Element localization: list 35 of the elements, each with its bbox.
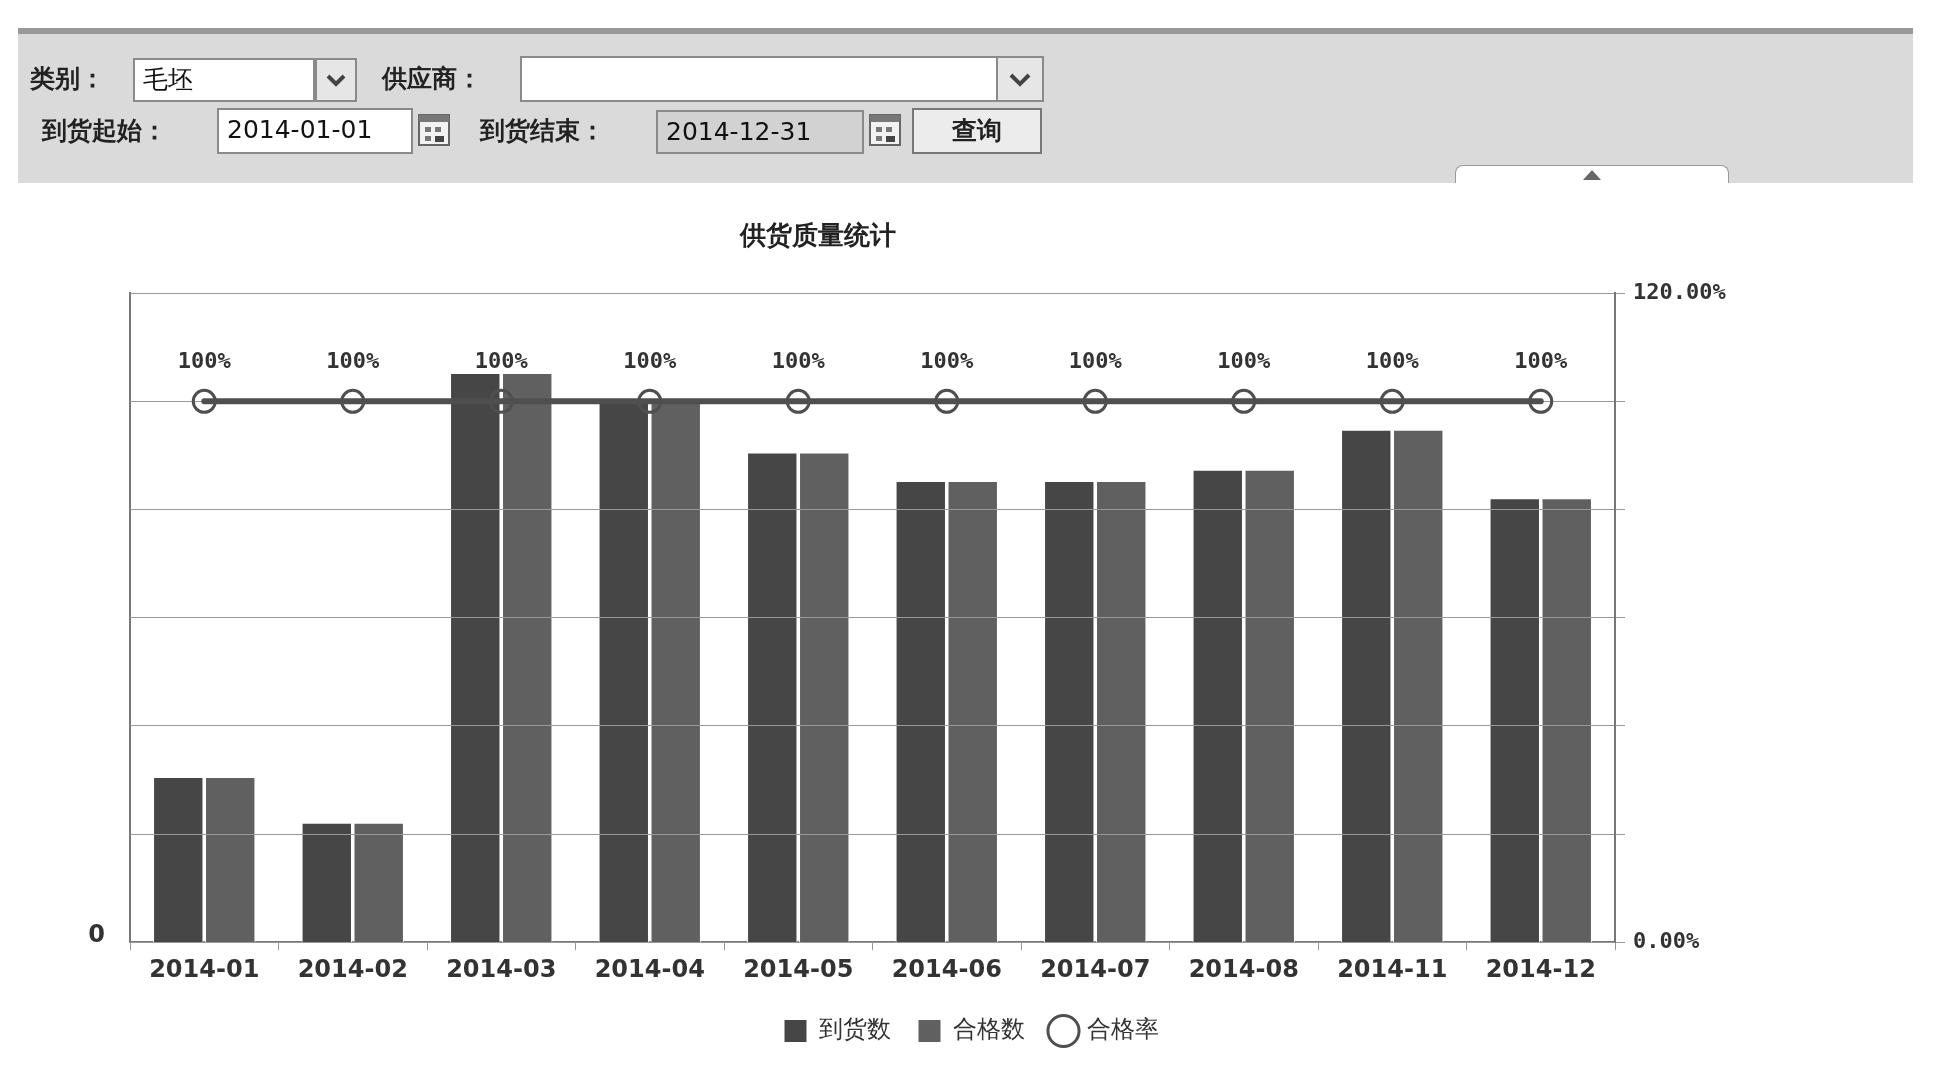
data-label: 100%	[623, 348, 677, 374]
x-tick-label: 2014-01	[149, 954, 260, 983]
y2-tick-label: 0.00%	[1633, 927, 1700, 953]
query-button: 查询	[912, 108, 1042, 154]
data-label: 100%	[1217, 348, 1271, 374]
category-select: 毛坯	[133, 58, 315, 102]
start-date-field: 2014-01-01	[217, 108, 413, 154]
x-tick-label: 2014-11	[1337, 954, 1448, 983]
end-date-field: 2014-12-31	[656, 110, 864, 154]
text: 类别：	[30, 63, 105, 95]
legend-label: 合格数	[952, 1015, 1025, 1044]
x-tick-label: 2014-03	[446, 954, 557, 983]
data-label: 100%	[771, 348, 826, 374]
data-label: 100%	[474, 348, 529, 374]
x-tick-label: 2014-04	[594, 954, 705, 983]
data-label: 100%	[1068, 348, 1123, 374]
data-label: 100%	[1514, 348, 1568, 374]
data-label: 100%	[920, 348, 974, 374]
legend-label: 到货数	[818, 1015, 891, 1044]
data-label: 100%	[177, 348, 232, 374]
text: 0	[88, 920, 105, 949]
x-tick-label: 2014-05	[743, 954, 854, 983]
text: 供应商：	[382, 63, 482, 95]
y2-tick-label: 120.00%	[1633, 278, 1727, 304]
x-tick-label: 2014-12	[1485, 954, 1596, 983]
x-tick-label: 2014-02	[297, 954, 408, 983]
chart-title: 供货质量统计	[738, 220, 896, 251]
x-tick-label: 2014-07	[1040, 954, 1151, 983]
data-label: 100%	[326, 348, 380, 374]
data-label: 100%	[1365, 348, 1420, 374]
x-tick-label: 2014-06	[891, 954, 1002, 983]
text: 到货结束：	[480, 115, 605, 147]
x-tick-label: 2014-08	[1188, 954, 1299, 983]
legend-label: 合格率	[1086, 1015, 1159, 1044]
text: 到货起始：	[42, 115, 167, 147]
